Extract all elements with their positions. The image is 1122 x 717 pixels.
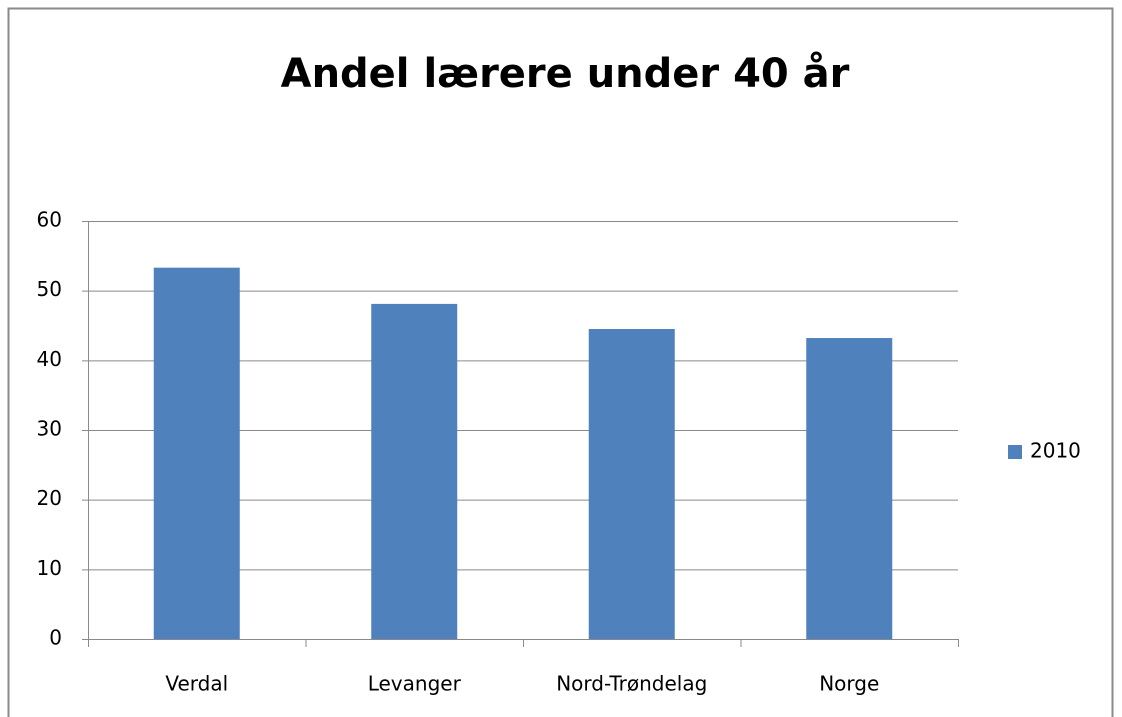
bar [588,328,675,639]
x-tick-label: Levanger [368,672,462,696]
y-tick-label: 10 [37,556,62,580]
x-tick-label: Norge [819,672,879,696]
bar [806,338,893,639]
y-tick-label: 20 [37,486,62,510]
y-tick-label: 30 [37,417,62,441]
x-tick-label: Nord-Trøndelag [556,672,707,696]
chart-border [7,7,1114,717]
y-tick-label: 40 [37,347,62,371]
bar [153,267,240,639]
chart-title: Andel lærere under 40 år [281,50,850,97]
y-tick-label: 50 [37,277,62,301]
legend-label: 2010 [1030,439,1081,463]
x-tick-label: Verdal [165,672,228,696]
y-tick-label: 0 [49,626,62,650]
y-tick-label: 60 [37,208,62,232]
bar [371,303,458,639]
legend-swatch [1008,445,1022,459]
